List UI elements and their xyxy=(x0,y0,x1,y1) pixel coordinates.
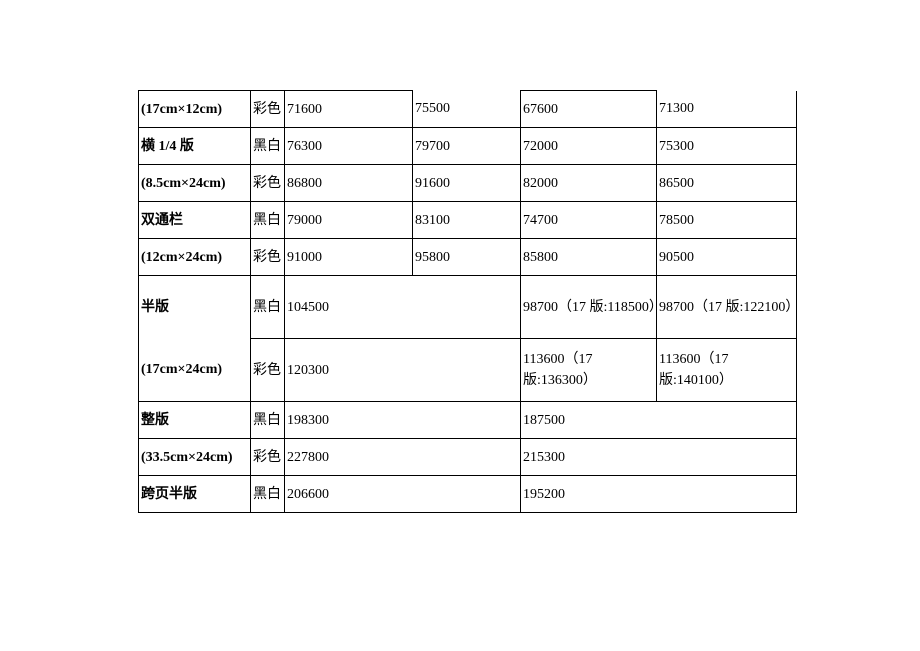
value-cell: 85800 xyxy=(521,239,657,276)
table-row: 双通栏 黑白 79000 83100 74700 78500 xyxy=(139,202,797,239)
value-cell: 227800 xyxy=(285,439,521,476)
table-row: 横 1/4 版 黑白 76300 79700 72000 75300 xyxy=(139,128,797,165)
size-cell: 整版 xyxy=(139,402,251,439)
color-cell: 黑白 xyxy=(251,402,285,439)
size-label: (17cm×24cm) xyxy=(141,362,222,377)
value-cell: 71600 xyxy=(285,91,413,128)
value-cell: 215300 xyxy=(521,439,797,476)
value-cell: 71300 xyxy=(657,91,797,128)
value-cell: 86800 xyxy=(285,165,413,202)
value-cell: 95800 xyxy=(413,239,521,276)
size-cell: (8.5cm×24cm) xyxy=(139,165,251,202)
table-row: 整版 黑白 198300 187500 xyxy=(139,402,797,439)
value-cell: 104500 xyxy=(285,276,521,339)
color-cell: 黑白 xyxy=(251,276,285,339)
value-cell: 67600 xyxy=(521,91,657,128)
value-cell: 83100 xyxy=(413,202,521,239)
value-cell: 91000 xyxy=(285,239,413,276)
value-cell: 79700 xyxy=(413,128,521,165)
value-cell: 206600 xyxy=(285,476,521,513)
color-cell: 彩色 xyxy=(251,91,285,128)
size-cell: 横 1/4 版 xyxy=(139,128,251,165)
table-row: (8.5cm×24cm) 彩色 86800 91600 82000 86500 xyxy=(139,165,797,202)
value-cell: 90500 xyxy=(657,239,797,276)
value-cell: 76300 xyxy=(285,128,413,165)
color-cell: 黑白 xyxy=(251,202,285,239)
table-row: (12cm×24cm) 彩色 91000 95800 85800 90500 xyxy=(139,239,797,276)
size-cell: (17cm×12cm) xyxy=(139,91,251,128)
size-cell: 半版 xyxy=(139,276,251,339)
size-label: 半版 xyxy=(141,300,169,315)
size-cell: (33.5cm×24cm) xyxy=(139,439,251,476)
value-cell: 75300 xyxy=(657,128,797,165)
pricing-table: (17cm×12cm) 彩色 71600 75500 67600 71300 横… xyxy=(138,90,797,513)
table-row: 跨页半版 黑白 206600 195200 xyxy=(139,476,797,513)
size-cell: 跨页半版 xyxy=(139,476,251,513)
size-cell: (17cm×24cm) xyxy=(139,339,251,402)
table-row: 半版 黑白 104500 98700（17 版:118500） 98700（17… xyxy=(139,276,797,339)
value-cell: 195200 xyxy=(521,476,797,513)
value-cell: 98700（17 版:118500） xyxy=(521,276,657,339)
color-cell: 黑白 xyxy=(251,476,285,513)
color-cell: 彩色 xyxy=(251,239,285,276)
value-cell: 78500 xyxy=(657,202,797,239)
value-cell: 86500 xyxy=(657,165,797,202)
value-cell: 187500 xyxy=(521,402,797,439)
table-row: (17cm×12cm) 彩色 71600 75500 67600 71300 xyxy=(139,91,797,128)
color-cell: 黑白 xyxy=(251,128,285,165)
table-row: (33.5cm×24cm) 彩色 227800 215300 xyxy=(139,439,797,476)
value-cell: 113600（17 版:140100） xyxy=(657,339,797,402)
size-cell: (12cm×24cm) xyxy=(139,239,251,276)
value-cell: 91600 xyxy=(413,165,521,202)
value-cell: 74700 xyxy=(521,202,657,239)
value-cell: 198300 xyxy=(285,402,521,439)
value-cell: 120300 xyxy=(285,339,521,402)
value-cell: 113600（17 版:136300） xyxy=(521,339,657,402)
color-cell: 彩色 xyxy=(251,439,285,476)
color-cell: 彩色 xyxy=(251,165,285,202)
value-cell: 75500 xyxy=(413,91,521,128)
table-row: (17cm×24cm) 彩色 120300 113600（17 版:136300… xyxy=(139,339,797,402)
value-cell: 72000 xyxy=(521,128,657,165)
value-cell: 79000 xyxy=(285,202,413,239)
value-cell: 98700（17 版:122100） xyxy=(657,276,797,339)
color-cell: 彩色 xyxy=(251,339,285,402)
value-cell: 82000 xyxy=(521,165,657,202)
size-cell: 双通栏 xyxy=(139,202,251,239)
